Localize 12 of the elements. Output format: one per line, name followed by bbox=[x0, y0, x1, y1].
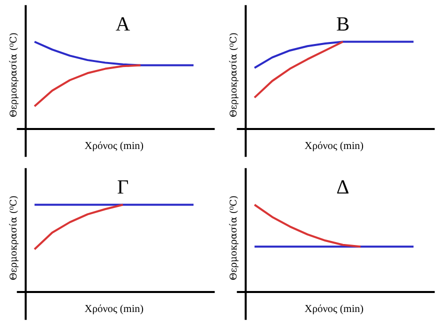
x-axis-title: Χρόνος (min) bbox=[84, 140, 144, 152]
x-axis-title: Χρόνος (min) bbox=[84, 304, 144, 315]
x-axis-title: Χρόνος (min) bbox=[304, 304, 364, 315]
x-axis-title: Χρόνος (min) bbox=[304, 140, 364, 152]
y-axis-title: Θερμοκρασία (⁰C) bbox=[228, 32, 240, 118]
chart-title: Δ bbox=[336, 176, 350, 198]
y-axis-title: Θερμοκρασία (⁰C) bbox=[8, 32, 20, 118]
chart-title: Γ bbox=[117, 176, 129, 198]
chart-title: Β bbox=[336, 13, 350, 36]
chart-title: Α bbox=[116, 13, 131, 36]
y-axis-title: Θερμοκρασία (⁰C) bbox=[228, 196, 240, 280]
y-axis-title: Θερμοκρασία (⁰C) bbox=[8, 196, 20, 280]
